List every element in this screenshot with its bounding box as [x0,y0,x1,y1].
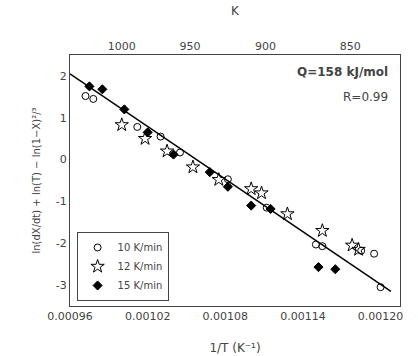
svg-text:12 K/min: 12 K/min [118,261,163,272]
svg-text:ln(dX/dt) + ln(T) − ln(1−X)²/³: ln(dX/dt) + ln(T) − ln(1−X)²/³ [31,107,42,253]
svg-text:850: 850 [340,40,361,53]
svg-text:0: 0 [60,153,67,166]
svg-text:R=0.99: R=0.99 [343,90,388,104]
svg-text:1/T (K⁻¹): 1/T (K⁻¹) [209,341,260,355]
svg-text:0.00108: 0.00108 [203,310,249,323]
svg-text:900: 900 [255,40,276,53]
svg-text:1000: 1000 [108,40,136,53]
svg-text:0.00114: 0.00114 [280,310,326,323]
svg-text:-2: -2 [56,237,67,250]
svg-text:-1: -1 [56,195,67,208]
svg-text:K: K [231,4,240,18]
svg-text:2: 2 [60,70,67,83]
svg-text:950: 950 [179,40,200,53]
svg-text:-3: -3 [56,279,67,292]
svg-text:0.00102: 0.00102 [125,310,171,323]
svg-text:0.00096: 0.00096 [47,310,93,323]
svg-text:1: 1 [60,112,67,125]
svg-text:15 K/min: 15 K/min [118,280,163,291]
svg-text:0.00120: 0.00120 [358,310,404,323]
svg-text:10 K/min: 10 K/min [118,242,163,253]
svg-text:Q=158 kJ/mol: Q=158 kJ/mol [297,65,388,79]
